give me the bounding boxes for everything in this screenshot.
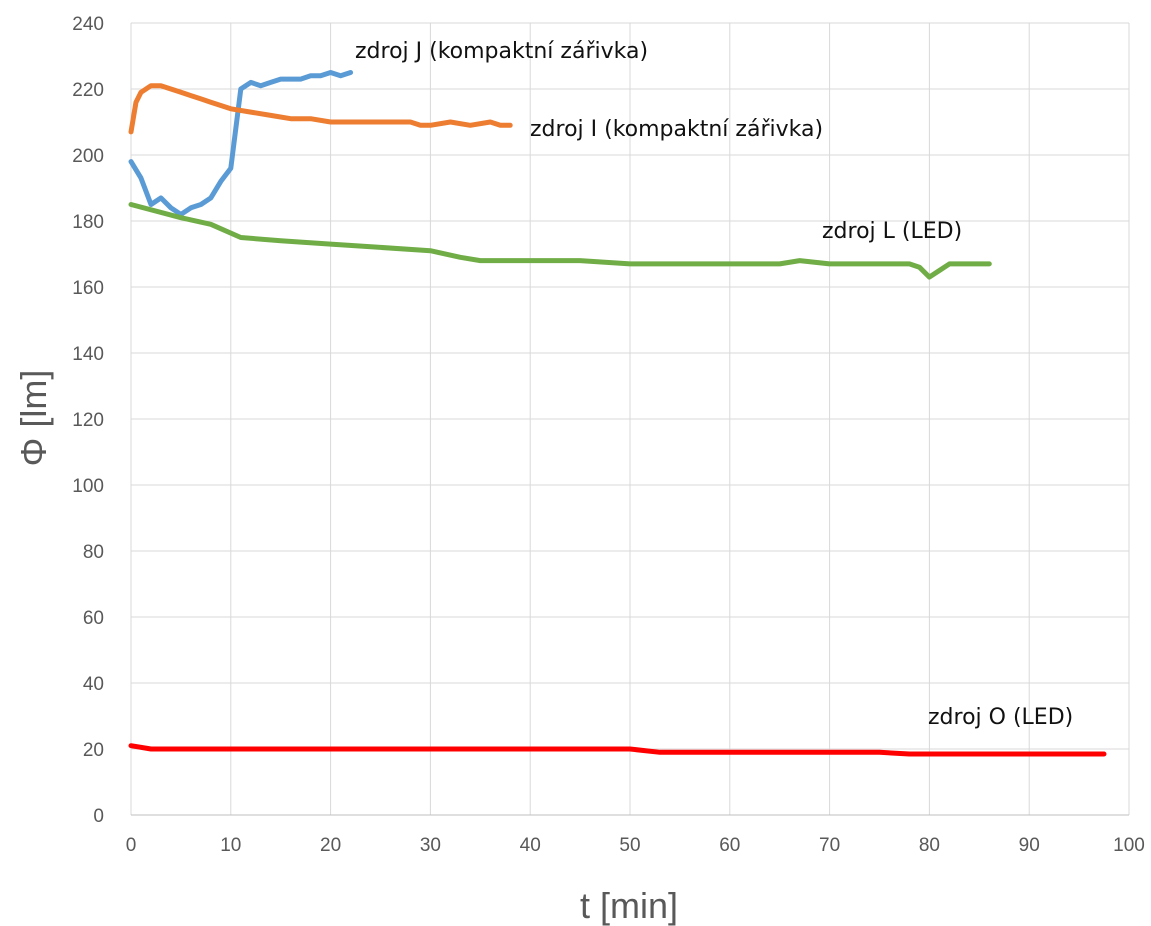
y-tick-label: 120 (72, 410, 104, 431)
series-label-4: zdroj O (LED) (928, 705, 1073, 730)
series-line-4 (128, 743, 1107, 757)
y-tick-label: 20 (83, 740, 104, 761)
x-tick-label: 30 (420, 835, 441, 856)
series-label-3: zdroj L (LED) (822, 219, 962, 244)
y-tick-label: 60 (83, 608, 104, 629)
series-labels: zdroj J (kompaktní zářivka) zdroj I (komp… (355, 39, 1073, 730)
series-label-1: zdroj J (kompaktní zářivka) (355, 39, 648, 64)
axes: 0 20 40 60 80 100 120 140 160 180 200 220 240 0 10 20 30… (72, 14, 1145, 856)
x-tick-label: 40 (520, 835, 541, 856)
y-tick-label: 0 (93, 806, 104, 827)
x-tick-label: 50 (619, 835, 640, 856)
y-tick-label: 180 (72, 212, 104, 233)
series-lines (128, 70, 1107, 757)
y-tick-label: 140 (72, 344, 104, 365)
y-tick-label: 220 (72, 80, 104, 101)
y-tick-label: 40 (83, 674, 104, 695)
y-axis-title: Φ [lm] (13, 370, 54, 467)
gridlines (130, 22, 1130, 815)
y-tick-label: 200 (72, 146, 104, 167)
series-line-1 (128, 70, 354, 217)
series-line-3 (128, 202, 992, 280)
x-tick-label: 60 (719, 835, 740, 856)
x-tick-label: 80 (919, 835, 940, 856)
series-line-2 (128, 83, 513, 135)
x-tick-label: 10 (220, 835, 241, 856)
x-tick-label: 20 (320, 835, 341, 856)
x-tick-label: 100 (1113, 835, 1145, 856)
y-tick-label: 240 (72, 14, 104, 35)
x-tick-label: 90 (1019, 835, 1040, 856)
y-tick-label: 80 (83, 542, 104, 563)
x-tick-label: 70 (819, 835, 840, 856)
y-tick-label: 100 (72, 476, 104, 497)
series-label-2: zdroj I (kompaktní zářivka) (530, 117, 823, 142)
y-tick-label: 160 (72, 278, 104, 299)
x-tick-label: 0 (126, 835, 137, 856)
x-axis-title: t [min] (580, 885, 678, 926)
